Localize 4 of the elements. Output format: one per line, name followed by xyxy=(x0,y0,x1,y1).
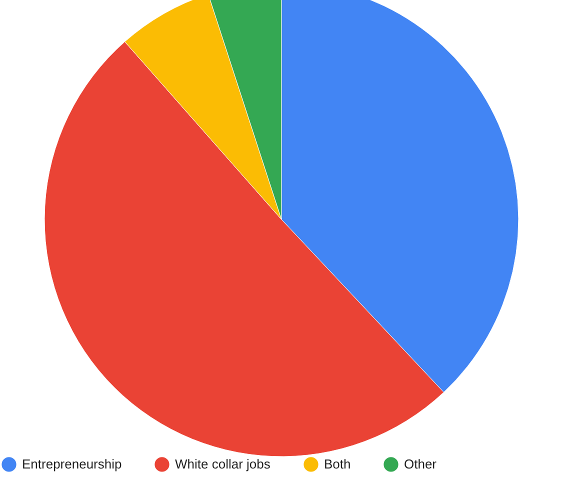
legend-label: Other xyxy=(404,456,438,472)
legend-label: Both xyxy=(324,456,351,472)
legend-label: White collar jobs xyxy=(175,456,271,472)
legend-label: Entrepreneurship xyxy=(22,456,122,472)
